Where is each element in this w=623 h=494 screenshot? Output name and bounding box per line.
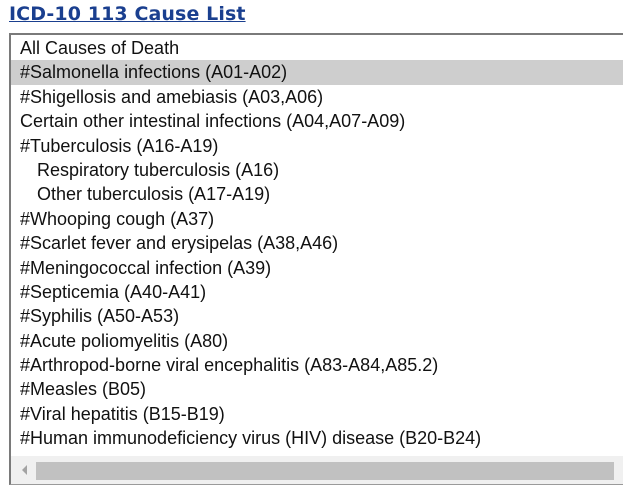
cause-option[interactable]: #Syphilis (A50-A53) <box>20 306 180 327</box>
horizontal-scrollbar[interactable] <box>11 456 623 484</box>
cause-option[interactable]: #Viral hepatitis (B15-B19) <box>20 403 225 424</box>
chevron-left-icon[interactable] <box>22 465 27 475</box>
cause-option[interactable]: Other tuberculosis (A17-A19) <box>37 184 271 205</box>
cause-option[interactable]: #Whooping cough (A37) <box>20 208 215 229</box>
cause-listbox[interactable]: All Causes of Death #Salmonella infection… <box>9 33 623 485</box>
cause-option[interactable]: #Acute poliomyelitis (A80) <box>20 330 229 351</box>
cause-option[interactable]: #Measles (B05) <box>20 379 147 400</box>
cause-option[interactable]: Certain other intestinal infections (A04… <box>20 111 406 132</box>
cause-option[interactable]: #Septicemia (A40-A41) <box>20 281 207 302</box>
cause-option[interactable]: All Causes of Death <box>20 38 180 58</box>
cause-list-title: ICD-10 113 Cause List <box>9 3 246 25</box>
cause-option[interactable]: #Human immunodeficiency virus (HIV) dise… <box>20 428 482 449</box>
cause-option[interactable]: #Scarlet fever and erysipelas (A38,A46) <box>20 233 339 254</box>
cause-option[interactable]: Respiratory tuberculosis (A16) <box>37 159 280 180</box>
cause-options: All Causes of Death #Salmonella infection… <box>11 36 623 451</box>
cause-option[interactable]: #Shigellosis and amebiasis (A03,A06) <box>20 86 324 107</box>
cause-option[interactable]: #Tuberculosis (A16-A19) <box>20 135 219 156</box>
cause-option[interactable]: #Arthropod-borne viral encephalitis (A83… <box>20 355 439 376</box>
cause-option[interactable]: #Meningococcal infection (A39) <box>20 257 272 278</box>
scrollbar-thumb[interactable] <box>36 462 614 480</box>
cause-option[interactable]: #Salmonella infections (A01-A02) <box>11 60 623 85</box>
